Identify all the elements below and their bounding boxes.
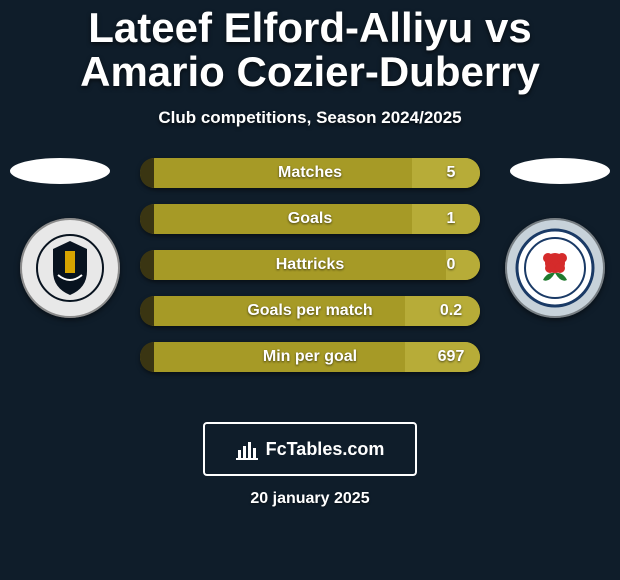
bar-chart-icon xyxy=(236,438,258,460)
comparison-card: Lateef Elford-Alliyu vs Amario Cozier-Du… xyxy=(0,0,620,580)
stat-left-fill xyxy=(140,204,154,234)
player-right-label-oval xyxy=(510,158,610,184)
source-badge-text: FcTables.com xyxy=(266,439,385,460)
stat-left-fill xyxy=(140,296,154,326)
date-label: 20 january 2025 xyxy=(0,490,620,508)
club-crest-right xyxy=(505,218,605,318)
crest-right-icon xyxy=(515,228,595,308)
subtitle: Club competitions, Season 2024/2025 xyxy=(0,108,620,128)
source-badge: FcTables.com xyxy=(203,422,417,476)
stat-left-fill xyxy=(140,342,154,372)
stat-label: Min per goal xyxy=(198,348,422,366)
stat-bars: Matches5Goals1Hattricks0Goals per match0… xyxy=(140,158,480,388)
stat-label: Matches xyxy=(198,164,422,182)
stat-row: Hattricks0 xyxy=(140,250,480,280)
stat-right-value: 5 xyxy=(422,164,480,182)
stat-row: Min per goal697 xyxy=(140,342,480,372)
crest-left-icon xyxy=(35,233,105,303)
stat-right-value: 0.2 xyxy=(422,302,480,320)
club-crest-left xyxy=(20,218,120,318)
stat-label: Hattricks xyxy=(198,256,422,274)
player-left-label-oval xyxy=(10,158,110,184)
stat-right-value: 1 xyxy=(422,210,480,228)
stat-row: Goals per match0.2 xyxy=(140,296,480,326)
stat-row: Matches5 xyxy=(140,158,480,188)
stat-right-value: 697 xyxy=(422,348,480,366)
stat-row: Goals1 xyxy=(140,204,480,234)
stat-left-fill xyxy=(140,158,154,188)
page-title: Lateef Elford-Alliyu vs Amario Cozier-Du… xyxy=(0,0,620,94)
stat-left-fill xyxy=(140,250,154,280)
stat-label: Goals xyxy=(198,210,422,228)
comparison-stage: Matches5Goals1Hattricks0Goals per match0… xyxy=(0,158,620,408)
stat-label: Goals per match xyxy=(198,302,422,320)
stat-right-value: 0 xyxy=(422,256,480,274)
